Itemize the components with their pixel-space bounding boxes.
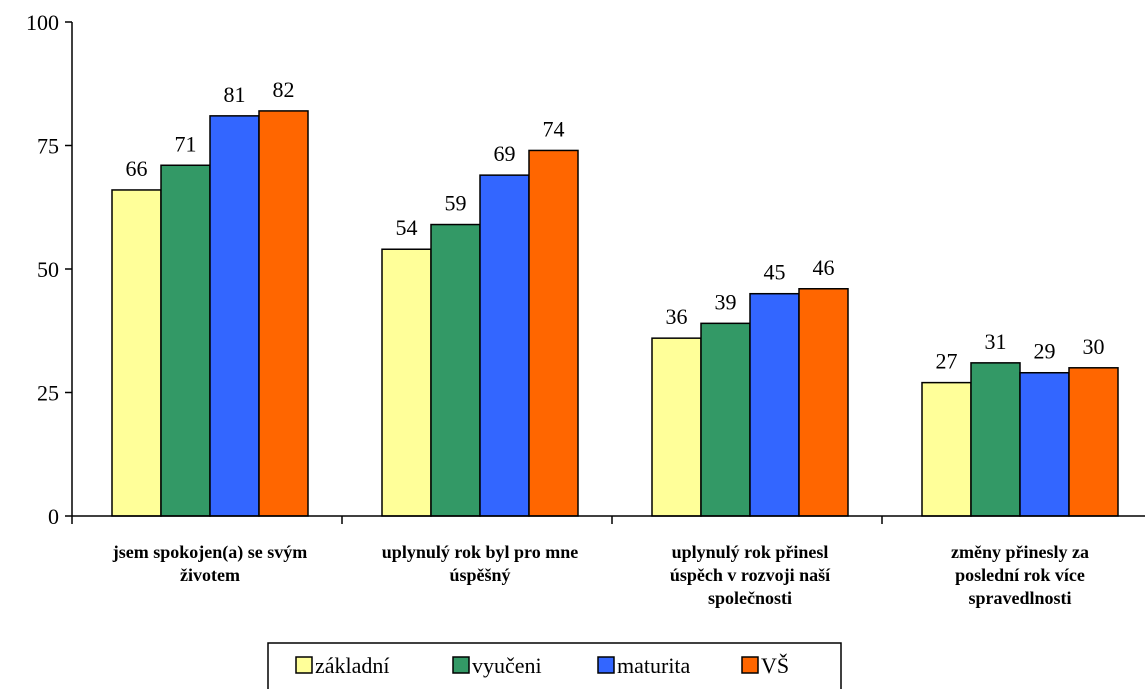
- data-label-3-1: 36: [666, 304, 688, 329]
- category-label-line: spravedlnosti: [968, 588, 1071, 608]
- data-label-3-2: 39: [715, 289, 737, 314]
- data-label-4-4: 30: [1083, 334, 1105, 359]
- legend: základní vyučeni maturita VŠ: [267, 642, 842, 689]
- category-label-2: uplynulý rok byl pro mne úspěšný: [382, 542, 578, 585]
- legend-label-1: základní: [315, 653, 390, 678]
- bar-2-3: [479, 174, 530, 517]
- data-label-3-3: 45: [764, 260, 786, 285]
- y-tick-label-50: 50: [37, 257, 59, 282]
- category-label-line: životem: [180, 565, 240, 585]
- bar-4-4: [1068, 367, 1119, 517]
- legend-swatch-2: [452, 656, 470, 674]
- data-label-2-4: 74: [543, 116, 565, 141]
- data-labels: 66 71 81 82 54 59 69 74 36 39 45 46 27 31 29 30: [126, 77, 1105, 374]
- data-label-2-1: 54: [396, 215, 418, 240]
- category-label-4: změny přinesly za poslední rok více sprave…: [951, 542, 1089, 608]
- bar-3-1: [651, 337, 702, 517]
- y-tick-label-0: 0: [48, 504, 59, 529]
- data-label-2-2: 59: [445, 191, 467, 216]
- data-label-1-2: 71: [175, 131, 197, 156]
- legend-label-4: VŠ: [761, 653, 789, 678]
- bar-1-2: [160, 164, 211, 517]
- category-label-line: úspěch v rozvoji naší: [670, 565, 831, 585]
- legend-label-2: vyučeni: [472, 653, 542, 678]
- legend-swatch-4: [741, 656, 759, 674]
- bar-2-4: [528, 149, 579, 517]
- category-label-line: uplynulý rok byl pro mne: [382, 542, 578, 562]
- data-label-4-1: 27: [936, 349, 958, 374]
- category-label-line: jsem spokojen(a) se svým: [112, 542, 307, 563]
- data-label-3-4: 46: [813, 255, 835, 280]
- category-label-1: jsem spokojen(a) se svým životem: [112, 542, 307, 585]
- legend-swatch-1: [295, 656, 313, 674]
- data-label-4-2: 31: [985, 329, 1007, 354]
- data-label-1-4: 82: [273, 77, 295, 102]
- data-label-2-3: 69: [494, 141, 516, 166]
- bar-3-3: [749, 292, 800, 517]
- bar-3-2: [700, 322, 751, 517]
- bar-1-1: [111, 189, 162, 517]
- y-tick-label-75: 75: [37, 134, 59, 159]
- bar-4-2: [970, 362, 1021, 517]
- y-tick-labels: 0 25 50 75 100: [26, 10, 59, 529]
- y-tick-label-25: 25: [37, 381, 59, 406]
- bar-2-1: [381, 248, 432, 517]
- data-label-4-3: 29: [1034, 339, 1056, 364]
- category-label-line: uplynulý rok přinesl: [672, 542, 829, 562]
- data-label-1-1: 66: [126, 156, 148, 181]
- y-tick-label-100: 100: [26, 10, 59, 35]
- category-label-line: změny přinesly za: [951, 542, 1089, 562]
- bar-3-4: [798, 288, 849, 517]
- bar-4-1: [921, 381, 972, 517]
- bar-4-3: [1019, 371, 1070, 517]
- axes: [65, 21, 1145, 524]
- category-label-line: úspěšný: [449, 565, 510, 585]
- data-label-1-3: 81: [224, 82, 246, 107]
- bar-2-2: [430, 223, 481, 517]
- bar-1-4: [258, 110, 309, 517]
- bar-1-3: [209, 115, 260, 517]
- bars: [111, 110, 1119, 517]
- category-label-line: společnosti: [708, 588, 792, 608]
- category-labels: jsem spokojen(a) se svým životem uplynulý …: [112, 542, 1089, 608]
- legend-label-3: maturita: [617, 653, 691, 678]
- category-label-3: uplynulý rok přinesl úspěch v rozvoji naš…: [670, 542, 831, 608]
- legend-swatch-3: [597, 656, 615, 674]
- category-label-line: poslední rok více: [955, 565, 1085, 585]
